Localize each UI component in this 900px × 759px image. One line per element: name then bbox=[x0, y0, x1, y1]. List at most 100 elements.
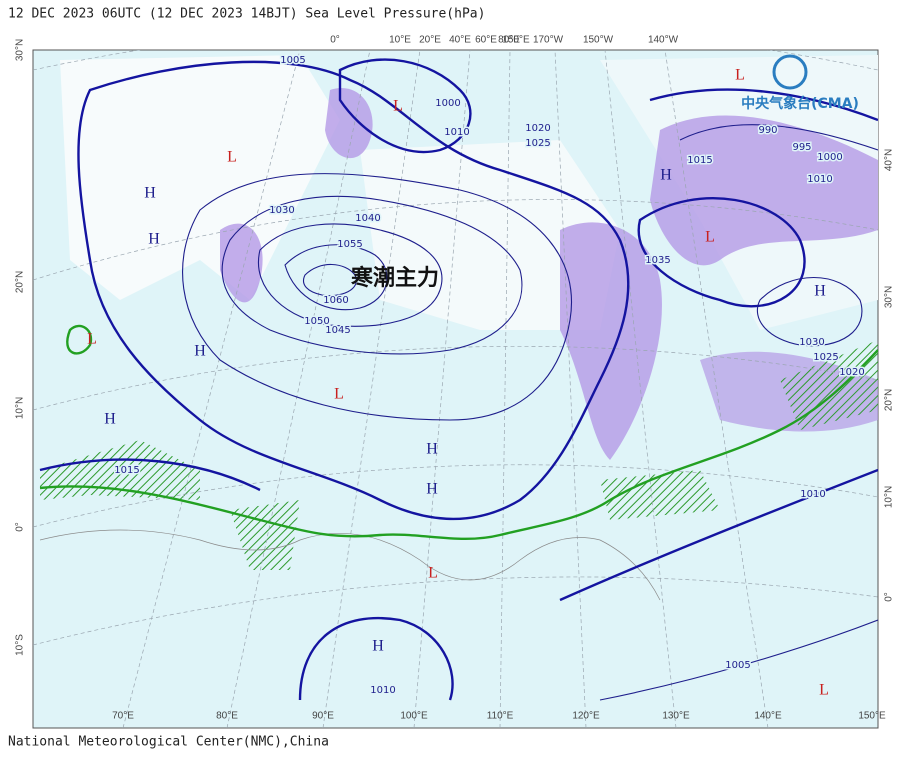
bottom-axis-label: 150°E bbox=[858, 711, 886, 722]
isobar-label: 1025 bbox=[525, 138, 550, 149]
isobar bbox=[338, 58, 472, 154]
isobar-label: 1060 bbox=[323, 295, 348, 306]
bottom-axis-label: 110°E bbox=[487, 711, 514, 722]
rain-area bbox=[40, 440, 200, 500]
isobar-label: 1005 bbox=[280, 55, 305, 66]
pressure-center: H bbox=[426, 441, 438, 458]
bottom-axis-label: 100°E bbox=[400, 711, 428, 722]
pressure-center: H bbox=[144, 185, 156, 202]
longitude-line bbox=[604, 50, 677, 728]
left-axis-label: 20°N bbox=[15, 271, 26, 293]
coastline bbox=[39, 529, 661, 601]
isobar-label: 1020 bbox=[525, 123, 550, 134]
top-axis-label: 40°E bbox=[449, 35, 471, 46]
isobar-label: 1010 bbox=[444, 127, 469, 138]
longitude-line bbox=[554, 50, 587, 728]
bottom-axis-label: 90°E bbox=[312, 711, 334, 722]
rain-area bbox=[780, 340, 878, 430]
left-axis-label: 30°N bbox=[15, 39, 26, 61]
pressure-center: L bbox=[393, 98, 403, 115]
pressure-center: L bbox=[334, 386, 344, 403]
right-axis-label: 0° bbox=[884, 592, 895, 602]
bottom-axis-label: 80°E bbox=[216, 711, 238, 722]
latitude-line bbox=[33, 199, 878, 281]
precipitation bbox=[650, 115, 878, 266]
right-axis-label: 10°N bbox=[884, 486, 895, 508]
isobar-label: 1015 bbox=[687, 155, 712, 166]
isobar-label: 1010 bbox=[370, 685, 395, 696]
isobar-label: 1045 bbox=[325, 325, 350, 336]
longitude-line bbox=[413, 50, 471, 728]
isobar-label: 995 bbox=[792, 142, 811, 153]
pressure-center: H bbox=[148, 231, 160, 248]
isobar-label: 990 bbox=[758, 125, 777, 136]
top-axis-label: 150°W bbox=[583, 35, 614, 46]
front-line bbox=[39, 349, 878, 540]
isobar bbox=[649, 88, 878, 122]
isobar bbox=[303, 263, 357, 297]
isobar-label: 1010 bbox=[807, 174, 832, 185]
isobar-label: 1005 bbox=[725, 660, 750, 671]
annotation: 寒潮主力 bbox=[351, 265, 439, 291]
front-line bbox=[66, 324, 93, 355]
top-axis-label: 10°E bbox=[389, 35, 411, 46]
land bbox=[60, 55, 340, 300]
isobar-label: 1040 bbox=[355, 213, 380, 224]
isobar-label: 1000 bbox=[435, 98, 460, 109]
top-axis-label: 170°W bbox=[533, 35, 564, 46]
isobar-label: 1010 bbox=[800, 489, 825, 500]
footer: National Meteorological Center(NMC),Chin… bbox=[8, 735, 329, 750]
pressure-center: H bbox=[194, 343, 206, 360]
logo-icon bbox=[772, 54, 808, 90]
left-axis-label: 0° bbox=[15, 522, 26, 532]
isobar-label: 1030 bbox=[269, 205, 294, 216]
longitude-line bbox=[122, 50, 301, 728]
longitude-line bbox=[664, 50, 769, 728]
isobar-label: 1025 bbox=[813, 352, 838, 363]
precipitation bbox=[220, 223, 263, 303]
pressure-center: H bbox=[104, 411, 116, 428]
isobar-label: 1030 bbox=[799, 337, 824, 348]
isobar-label: 1050 bbox=[304, 316, 329, 327]
top-axis-label: 80°E bbox=[498, 35, 520, 46]
isobar bbox=[599, 619, 878, 701]
top-axis-label: 0° bbox=[330, 35, 340, 46]
isobar bbox=[221, 195, 523, 355]
isobar-label: 1035 bbox=[645, 255, 670, 266]
longitude-line bbox=[322, 50, 421, 728]
longitude-line bbox=[499, 50, 511, 728]
rain-area bbox=[600, 470, 720, 520]
longitude-line bbox=[226, 50, 371, 728]
pressure-center: L bbox=[87, 331, 97, 348]
isobar bbox=[679, 124, 878, 151]
top-axis-label: 60°E bbox=[475, 35, 497, 46]
isobar bbox=[756, 276, 863, 347]
pressure-center: H bbox=[660, 167, 672, 184]
top-axis-label: 150°E bbox=[502, 35, 530, 46]
left-axis-label: 10°N bbox=[15, 397, 26, 419]
isobar-label: 1055 bbox=[337, 239, 362, 250]
precipitation bbox=[325, 88, 373, 159]
pressure-center: L bbox=[227, 149, 237, 166]
isobar bbox=[298, 616, 454, 701]
pressure-center: L bbox=[705, 229, 715, 246]
isobar-label: 1015 bbox=[114, 465, 139, 476]
isobar bbox=[284, 244, 388, 311]
isobar bbox=[257, 223, 443, 327]
pressure-center: H bbox=[372, 638, 384, 655]
precipitation bbox=[560, 222, 662, 460]
pressure-center: H bbox=[814, 283, 826, 300]
bottom-axis-label: 140°E bbox=[754, 711, 782, 722]
right-axis-label: 20°N bbox=[884, 389, 895, 411]
top-axis-label: 20°E bbox=[419, 35, 441, 46]
bottom-axis-label: 130°E bbox=[662, 711, 690, 722]
top-axis-label: 140°W bbox=[648, 35, 679, 46]
logo-text: 中央气象台(CMA) bbox=[741, 95, 859, 112]
isobar bbox=[182, 173, 572, 421]
pressure-center: H bbox=[426, 481, 438, 498]
isobar bbox=[559, 468, 878, 602]
map-title: 12 DEC 2023 06UTC (12 DEC 2023 14BJT) Se… bbox=[8, 7, 485, 22]
map-layer bbox=[33, 50, 878, 728]
bottom-axis-label: 70°E bbox=[112, 711, 134, 722]
